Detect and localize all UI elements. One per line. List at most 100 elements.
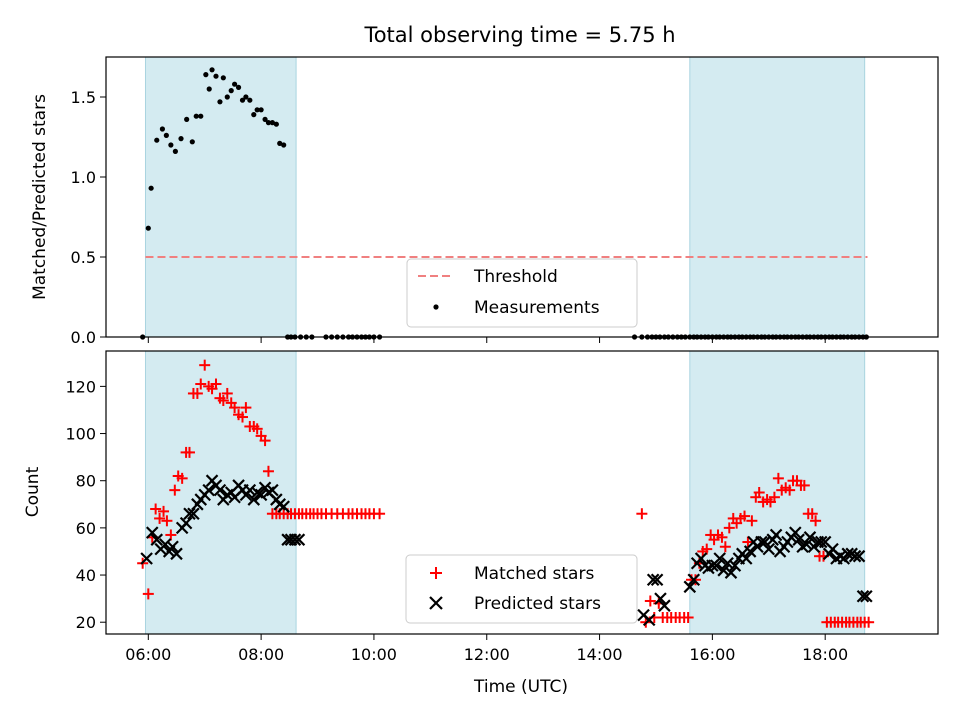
predicted-star-point — [642, 613, 656, 627]
top-axes-frame — [105, 56, 939, 338]
predicted-star-point — [762, 542, 776, 556]
predicted-star-point — [150, 533, 164, 546]
y-tick-label: 40 — [76, 566, 96, 585]
matched-star-point — [154, 512, 166, 524]
measurement-point — [154, 137, 160, 143]
matched-star-point — [158, 505, 170, 517]
matched-star-point — [374, 508, 386, 520]
bottom-legend: Matched stars Predicted stars — [405, 554, 638, 624]
measurement-point — [265, 120, 272, 126]
measurement-point — [228, 88, 234, 94]
measurement-point — [168, 142, 174, 148]
matched-star-point — [183, 446, 195, 458]
measurement-point — [281, 142, 287, 148]
measurement-point — [220, 75, 226, 81]
matched-star-point — [810, 515, 822, 527]
measurement-point — [224, 94, 230, 100]
predicted-star-point — [724, 566, 738, 579]
predicted-star-point — [803, 531, 817, 544]
predicted-star-point — [814, 535, 828, 549]
predicted-star-point — [717, 564, 730, 577]
matched-star-point — [221, 387, 233, 399]
x-tick-label: 10:00 — [351, 645, 397, 664]
matched-star-point — [229, 402, 241, 414]
matched-star-point — [644, 595, 656, 607]
legend-measurements-label: Measurements — [474, 298, 600, 318]
matched-star-point — [701, 543, 713, 555]
matched-star-point — [753, 487, 765, 498]
predicted-star-point — [683, 580, 697, 594]
predicted-star-point — [254, 488, 268, 502]
measurement-point — [159, 126, 166, 132]
y-tick-label: 20 — [76, 613, 96, 632]
y-tick-label: 120 — [65, 377, 96, 396]
matched-star-point — [719, 541, 731, 553]
matched-star-point — [723, 522, 735, 534]
predicted-star-point — [140, 552, 153, 565]
measurement-point — [235, 84, 242, 90]
predicted-star-point — [292, 533, 306, 546]
bottom-panel: 06:00 08:00 10:00 12:00 14:00 16:00 18:00 20 40… — [23, 350, 939, 697]
matched-star-point — [806, 508, 818, 520]
predicted-star-point — [710, 559, 723, 572]
legend-threshold-label: Threshold — [473, 267, 558, 287]
measurement-point — [184, 116, 190, 122]
top-y-ticks: 0.0 0.5 1.0 1.5 — [71, 88, 106, 347]
matched-star-point — [784, 484, 796, 496]
x-tick-label: 14:00 — [577, 645, 623, 664]
measurement-point — [203, 72, 209, 78]
legend-predicted-label: Predicted stars — [474, 594, 601, 614]
predicted-star-point — [694, 552, 708, 565]
top-legend: Threshold Measurements — [406, 258, 638, 328]
matched-star-point — [636, 508, 648, 520]
matched-star-point — [150, 503, 162, 515]
predicted-star-point — [213, 483, 227, 497]
predicted-star-point — [758, 535, 772, 549]
predicted-star-point — [658, 599, 671, 612]
matched-star-point — [237, 411, 249, 423]
predicted-star-point — [158, 538, 172, 551]
legend-measurements-swatch — [433, 304, 439, 310]
predicted-star-point — [687, 573, 701, 587]
predicted-star-point — [728, 559, 742, 572]
predicted-star-point — [713, 552, 726, 565]
measurement-point — [254, 107, 260, 113]
predicted-star-point — [721, 556, 734, 570]
y-tick-label: 0.5 — [71, 248, 96, 267]
predicted-star-point — [841, 547, 855, 561]
predicted-star-point — [179, 516, 193, 530]
y-tick-label: 60 — [76, 519, 96, 538]
matched-star-point — [251, 423, 263, 435]
matched-star-point — [682, 611, 694, 623]
shaded-interval-1 — [689, 350, 866, 635]
matched-star-point — [716, 531, 728, 543]
measurement-point — [189, 139, 195, 145]
bottom-x-ticks: 06:00 08:00 10:00 12:00 14:00 16:00 18:00 — [125, 634, 848, 664]
predicted-star-point — [852, 549, 866, 563]
matched-star-point — [262, 465, 274, 477]
predicted-star-point — [654, 592, 667, 605]
predicted-star-point — [848, 549, 862, 563]
measurement-point — [193, 113, 199, 119]
predicted-star-point — [743, 545, 757, 558]
predicted-star-point — [860, 589, 873, 603]
measurement-point — [232, 81, 238, 87]
predicted-star-point — [288, 533, 302, 546]
y-tick-label: 100 — [65, 425, 96, 444]
top-y-axis-label: Matched/Predicted stars — [30, 94, 50, 300]
matched-star-point — [798, 479, 810, 491]
predicted-star-point — [247, 493, 261, 506]
matched-star-point — [176, 472, 188, 484]
x-axis-label: Time (UTC) — [473, 677, 568, 697]
bottom-axes-frame — [105, 350, 939, 635]
matched-star-point — [161, 515, 173, 527]
measurement-point — [209, 67, 215, 73]
x-tick-label: 16:00 — [689, 645, 735, 664]
y-tick-label: 1.0 — [71, 168, 96, 187]
matched-star-point — [217, 395, 229, 407]
measurement-point — [172, 148, 178, 154]
predicted-star-point — [166, 540, 179, 554]
matched-star-point — [863, 616, 875, 628]
y-tick-label: 0.0 — [71, 328, 96, 347]
x-tick-label: 18:00 — [802, 645, 848, 664]
